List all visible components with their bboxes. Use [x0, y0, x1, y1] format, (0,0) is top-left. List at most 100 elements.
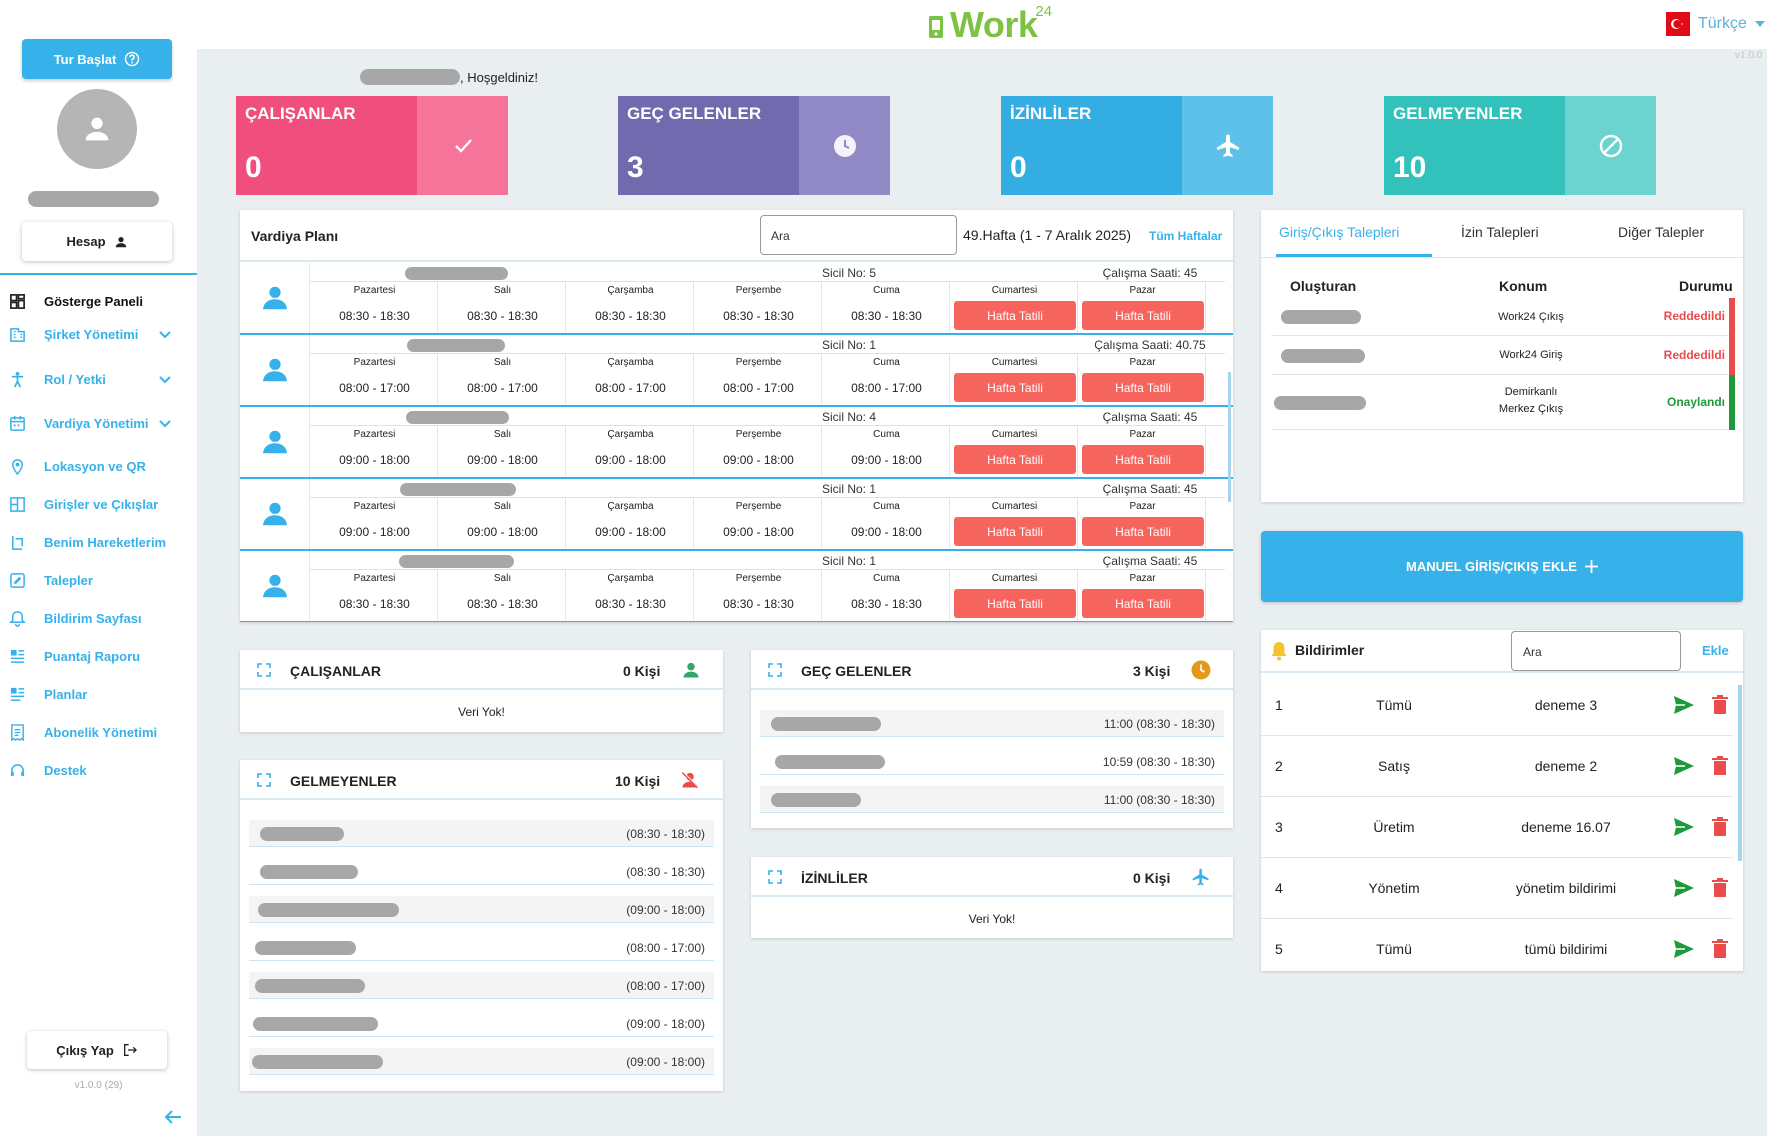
trash-icon[interactable] — [1712, 878, 1728, 898]
trash-icon[interactable] — [1712, 939, 1728, 959]
building-icon — [10, 328, 25, 342]
expand-icon[interactable] — [768, 870, 782, 884]
stat-absent-icon-box — [1565, 96, 1656, 195]
late-row[interactable]: 11:00 (08:30 - 18:30) — [760, 710, 1224, 737]
send-icon[interactable] — [1673, 939, 1695, 959]
notification-row[interactable]: 2 Satış deneme 2 — [1261, 736, 1733, 797]
expand-icon[interactable] — [257, 663, 271, 677]
logout-button[interactable]: Çıkış Yap — [27, 1031, 167, 1069]
expand-icon[interactable] — [768, 663, 782, 677]
shift-time: 08:30 - 18:30 — [851, 597, 922, 611]
sidebar-item-label: Lokasyon ve QR — [44, 458, 146, 474]
logout-icon — [123, 1044, 137, 1056]
shift-day-cell[interactable]: Pazar Hafta Tatili — [1079, 570, 1206, 621]
weekend-holiday-badge[interactable]: Hafta Tatili — [1082, 517, 1204, 546]
sidebar-item-plan[interactable]: Planlar — [0, 679, 197, 709]
notification-row[interactable]: 3 Üretim deneme 16.07 — [1261, 797, 1733, 858]
request-row[interactable]: Demirkanlı Merkez Çıkış Onaylandı — [1271, 375, 1735, 430]
account-button[interactable]: Hesap — [22, 222, 172, 261]
sidebar-item-movement[interactable]: Benim Hareketlerim — [0, 527, 197, 557]
absent-row[interactable]: (09:00 - 18:00) — [249, 1010, 714, 1037]
weekend-holiday-badge[interactable]: Hafta Tatili — [1082, 445, 1204, 474]
day-name: Cumartesi — [991, 573, 1038, 584]
sidebar-item-location[interactable]: Lokasyon ve QR — [0, 451, 197, 481]
request-row[interactable]: Work24 Giriş Reddedildi — [1271, 336, 1735, 375]
sidebar-item-edit[interactable]: Talepler — [0, 565, 197, 595]
shift-day-cell[interactable]: Cumartesi Hafta Tatili — [951, 282, 1078, 333]
shift-day-cell[interactable]: Pazar Hafta Tatili — [1079, 282, 1206, 333]
notification-row[interactable]: 1 Tümü deneme 3 — [1261, 675, 1733, 736]
notification-row[interactable]: 4 Yönetim yönetim bildirimi — [1261, 858, 1733, 919]
trash-icon[interactable] — [1712, 756, 1728, 776]
shift-day-cell[interactable]: Cumartesi Hafta Tatili — [951, 354, 1078, 405]
shift-day-cell[interactable]: Pazar Hafta Tatili — [1079, 426, 1206, 477]
collapse-arrow-left-icon[interactable] — [163, 1108, 183, 1126]
sidebar-item-bell[interactable]: Bildirim Sayfası — [0, 603, 197, 633]
sidebar-item-dashboard[interactable]: Gösterge Paneli — [0, 286, 197, 316]
stat-on-leave-card[interactable]: İZİNLİLER 0 — [1001, 96, 1273, 195]
shift-day-cell[interactable]: Cumartesi Hafta Tatili — [951, 498, 1078, 549]
day-name: Pazar — [1129, 429, 1156, 440]
weekend-holiday-badge[interactable]: Hafta Tatili — [954, 445, 1076, 474]
absent-row[interactable]: (08:00 - 17:00) — [249, 972, 714, 999]
absent-shift-time: (08:00 - 17:00) — [626, 941, 705, 955]
sidebar-item-receipt[interactable]: Abonelik Yönetimi — [0, 717, 197, 747]
tab-entry-exit-requests[interactable]: Giriş/Çıkış Talepleri — [1279, 224, 1400, 240]
notification-row[interactable]: 5 Tümü tümü bildirimi — [1261, 919, 1733, 971]
sidebar-item-door[interactable]: Girişler ve Çıkışlar — [0, 489, 197, 519]
sidebar-item-report[interactable]: Puantaj Raporu — [0, 641, 197, 671]
shift-day-cell: Pazartesi 08:30 - 18:30 — [311, 570, 438, 621]
late-row[interactable]: 10:59 (08:30 - 18:30) — [760, 748, 1224, 775]
weekend-holiday-badge[interactable]: Hafta Tatili — [954, 517, 1076, 546]
stat-late-card[interactable]: GEÇ GELENLER 3 — [618, 96, 890, 195]
request-tabs: Giriş/Çıkış Talepleri İzin Talepleri Diğ… — [1261, 210, 1743, 258]
absent-row[interactable]: (09:00 - 18:00) — [249, 896, 714, 923]
all-weeks-link[interactable]: Tüm Haftalar — [1149, 229, 1223, 243]
absent-row[interactable]: (09:00 - 18:00) — [249, 1048, 714, 1075]
late-row[interactable]: 11:00 (08:30 - 18:30) — [760, 786, 1224, 813]
language-selector[interactable]: Türkçe — [1666, 12, 1765, 36]
notification-target: Tümü — [1376, 697, 1412, 713]
send-icon[interactable] — [1673, 878, 1695, 898]
sidebar-item-calendar[interactable]: Vardiya Yönetimi — [0, 408, 197, 438]
tab-other-requests[interactable]: Diğer Talepler — [1618, 224, 1705, 240]
stat-absent-card[interactable]: GELMEYENLER 10 — [1384, 96, 1656, 195]
weekend-holiday-badge[interactable]: Hafta Tatili — [954, 589, 1076, 618]
manual-entry-button[interactable]: MANUEL GİRİŞ/ÇIKIŞ EKLE — [1261, 531, 1743, 602]
shift-day-cell[interactable]: Cumartesi Hafta Tatili — [951, 570, 1078, 621]
absent-row[interactable]: (08:30 - 18:30) — [249, 820, 714, 847]
expand-icon[interactable] — [257, 773, 271, 787]
shift-scrollbar[interactable] — [1228, 372, 1231, 502]
absent-row[interactable]: (08:00 - 17:00) — [249, 934, 714, 961]
absent-employee-redacted — [260, 865, 358, 879]
stat-employees-card[interactable]: ÇALIŞANLAR 0 — [236, 96, 508, 195]
tab-leave-requests[interactable]: İzin Talepleri — [1461, 224, 1539, 240]
start-tour-button[interactable]: Tur Başlat — [22, 39, 172, 79]
leave-count: 0 Kişi — [1133, 870, 1171, 886]
absent-row[interactable]: (08:30 - 18:30) — [249, 858, 714, 885]
weekend-holiday-badge[interactable]: Hafta Tatili — [954, 373, 1076, 402]
shift-day-cell[interactable]: Pazar Hafta Tatili — [1079, 354, 1206, 405]
request-row[interactable]: Work24 Çıkış Reddedildi — [1271, 298, 1735, 336]
sidebar-item-support[interactable]: Destek — [0, 755, 197, 785]
trash-icon[interactable] — [1712, 695, 1728, 715]
weekend-holiday-badge[interactable]: Hafta Tatili — [954, 301, 1076, 330]
chevron-down-icon[interactable] — [158, 373, 172, 387]
trash-icon[interactable] — [1712, 817, 1728, 837]
send-icon[interactable] — [1673, 817, 1695, 837]
chevron-down-icon[interactable] — [158, 328, 172, 342]
send-icon[interactable] — [1673, 756, 1695, 776]
shift-day-cell[interactable]: Cumartesi Hafta Tatili — [951, 426, 1078, 477]
shift-search-input[interactable]: Ara — [760, 215, 957, 255]
sidebar-item-person[interactable]: Rol / Yetki — [0, 364, 197, 394]
notifications-scrollbar[interactable] — [1738, 685, 1742, 861]
chevron-down-icon[interactable] — [158, 417, 172, 431]
send-icon[interactable] — [1673, 695, 1695, 715]
sidebar-item-building[interactable]: Şirket Yönetimi — [0, 319, 197, 349]
weekend-holiday-badge[interactable]: Hafta Tatili — [1082, 589, 1204, 618]
shift-day-cell[interactable]: Pazar Hafta Tatili — [1079, 498, 1206, 549]
weekend-holiday-badge[interactable]: Hafta Tatili — [1082, 301, 1204, 330]
notification-search-input[interactable]: Ara — [1511, 631, 1681, 671]
weekend-holiday-badge[interactable]: Hafta Tatili — [1082, 373, 1204, 402]
add-notification-button[interactable]: Ekle — [1702, 643, 1729, 658]
